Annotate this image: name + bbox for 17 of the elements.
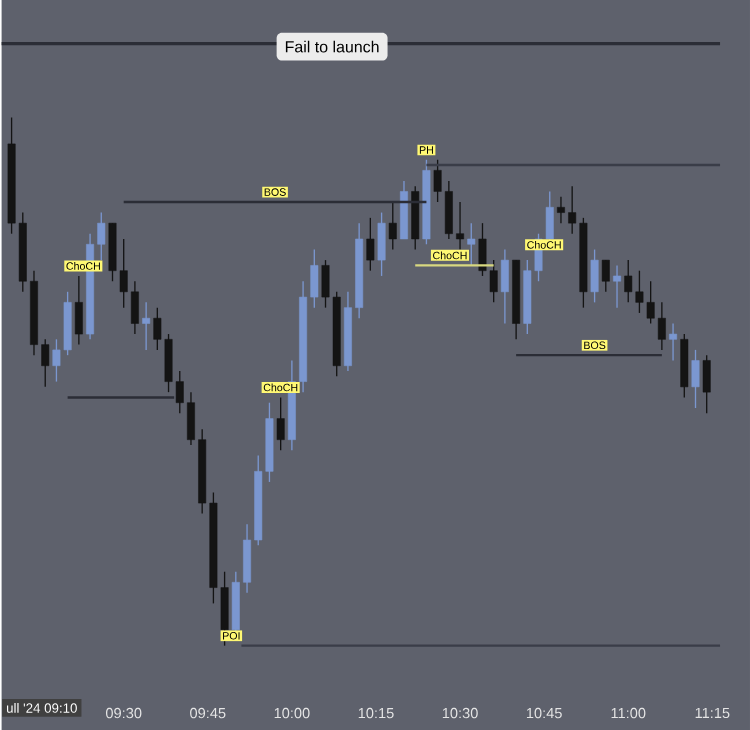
candlestick [74,275,83,346]
candlestick [613,264,621,309]
candlestick [366,217,375,272]
candlestick [467,222,476,266]
candlestick [702,354,711,414]
candlestick [680,333,689,398]
candlestick [142,301,151,351]
candlestick [276,396,285,451]
candlestick [388,201,397,251]
candlestick [500,248,509,324]
candlestick [669,322,678,361]
candlestick [601,259,610,293]
candlestick [691,349,700,409]
candlestick [590,248,599,303]
candlestick [411,185,420,251]
candlestick [377,211,386,277]
candlestick [400,180,408,240]
